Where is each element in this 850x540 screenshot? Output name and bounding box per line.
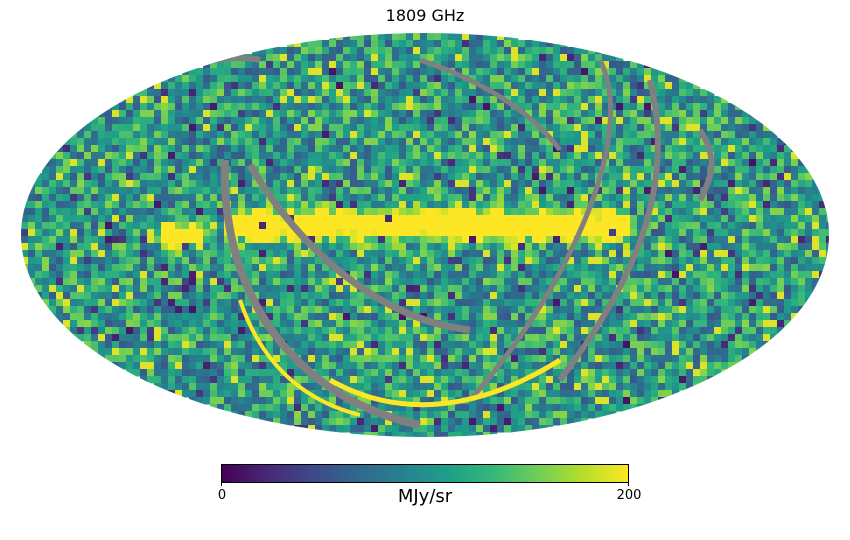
colorbar-tick-max xyxy=(628,482,629,486)
missing-data-arc xyxy=(557,79,661,382)
colorbar xyxy=(221,464,629,483)
galactic-features xyxy=(178,55,715,429)
missing-data-arc xyxy=(246,163,471,334)
colorbar-tick-min xyxy=(221,482,222,486)
sky-map-pixels xyxy=(21,33,829,437)
bright-arc xyxy=(328,357,562,408)
map-title: 1809 GHz xyxy=(385,6,465,25)
colorbar-max-label: 200 xyxy=(616,488,642,503)
colorbar-min-label: 0 xyxy=(217,488,227,503)
missing-data-arc xyxy=(419,57,562,152)
missing-data-arc xyxy=(697,128,715,202)
bright-arc xyxy=(238,299,361,417)
missing-data-arc xyxy=(468,58,614,402)
missing-data-arc xyxy=(220,159,421,429)
colorbar-unit-label: MJy/sr xyxy=(397,486,453,507)
